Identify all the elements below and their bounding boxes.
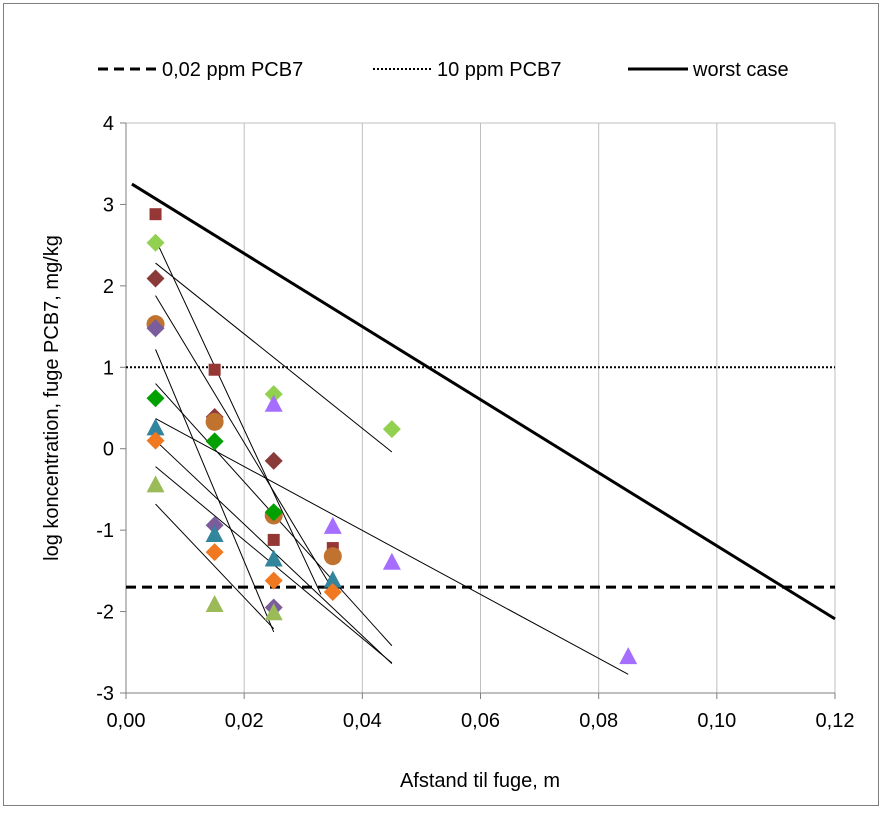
y-tick-label: -1 <box>96 520 114 542</box>
data-point-diamond <box>382 420 401 439</box>
data-point-diamond <box>146 269 165 288</box>
legend-label: 0,02 ppm PCB7 <box>162 59 303 81</box>
data-point-diamond <box>264 451 283 470</box>
data-point-circle <box>323 547 342 566</box>
data-point-square <box>149 208 162 221</box>
data-point-diamond <box>205 543 224 562</box>
data-point-diamond <box>264 571 283 590</box>
data-point-triangle <box>264 603 283 621</box>
y-tick-label: 0 <box>103 439 114 461</box>
x-tick-label: 0,02 <box>225 710 264 732</box>
y-tick-label: 1 <box>103 357 114 379</box>
y-tick-label: -3 <box>96 683 114 705</box>
y-tick-label: 2 <box>103 276 114 298</box>
trend-line <box>155 503 275 630</box>
data-point-triangle <box>323 570 342 588</box>
trend-line <box>155 418 629 675</box>
data-point-diamond <box>146 389 165 408</box>
data-point-triangle <box>205 525 224 543</box>
x-tick-label: 0,00 <box>107 710 146 732</box>
data-point-triangle <box>205 595 224 613</box>
trend-line <box>155 239 322 595</box>
data-point-triangle <box>146 418 165 436</box>
y-tick-label: -2 <box>96 602 114 624</box>
x-tick-label: 0,08 <box>579 710 618 732</box>
x-tick-label: 0,04 <box>343 710 382 732</box>
trend-line <box>155 349 275 633</box>
data-point-triangle <box>146 475 165 493</box>
data-point-triangle <box>323 516 342 534</box>
x-tick-label: 0,06 <box>461 710 500 732</box>
y-tick-label: 3 <box>103 194 114 216</box>
trend-line <box>155 262 393 453</box>
data-point-triangle <box>382 552 401 570</box>
data-point-triangle <box>264 549 283 567</box>
chart-border <box>3 3 879 806</box>
trend-line <box>155 295 334 590</box>
data-point-diamond <box>146 431 165 450</box>
data-point-diamond <box>264 385 283 404</box>
axes: -3 -2 -1 0 1 2 3 4 0,00 0,02 0,04 0,06 0,08 0,10 0,12 <box>96 113 854 732</box>
y-axis-title: log koncentration, fuge PCB7, mg/kg <box>41 235 63 561</box>
data-point-circle <box>205 412 224 431</box>
data-point-triangle <box>264 394 283 412</box>
data-point-square <box>208 363 221 376</box>
legend-label: worst case <box>692 59 789 81</box>
legend-label: 10 ppm PCB7 <box>437 59 562 81</box>
data-point-triangle <box>619 647 638 665</box>
data-point-square <box>267 533 280 546</box>
y-tick-label: 4 <box>103 113 114 135</box>
data-point-diamond <box>146 319 165 338</box>
data-point-diamond <box>205 432 224 451</box>
legend: 0,02 ppm PCB7 10 ppm PCB7 worst case <box>98 59 789 81</box>
data-point-diamond <box>323 583 342 602</box>
reference-line-solid <box>131 182 836 621</box>
data-point-diamond <box>146 233 165 252</box>
trend-lines <box>155 239 629 675</box>
x-tick-label: 0,10 <box>697 710 736 732</box>
data-point-diamond <box>264 503 283 522</box>
x-tick-label: 0,12 <box>816 710 855 732</box>
reference-lines <box>126 182 836 621</box>
data-points <box>146 208 638 665</box>
x-axis-title: Afstand til fuge, m <box>400 770 560 792</box>
